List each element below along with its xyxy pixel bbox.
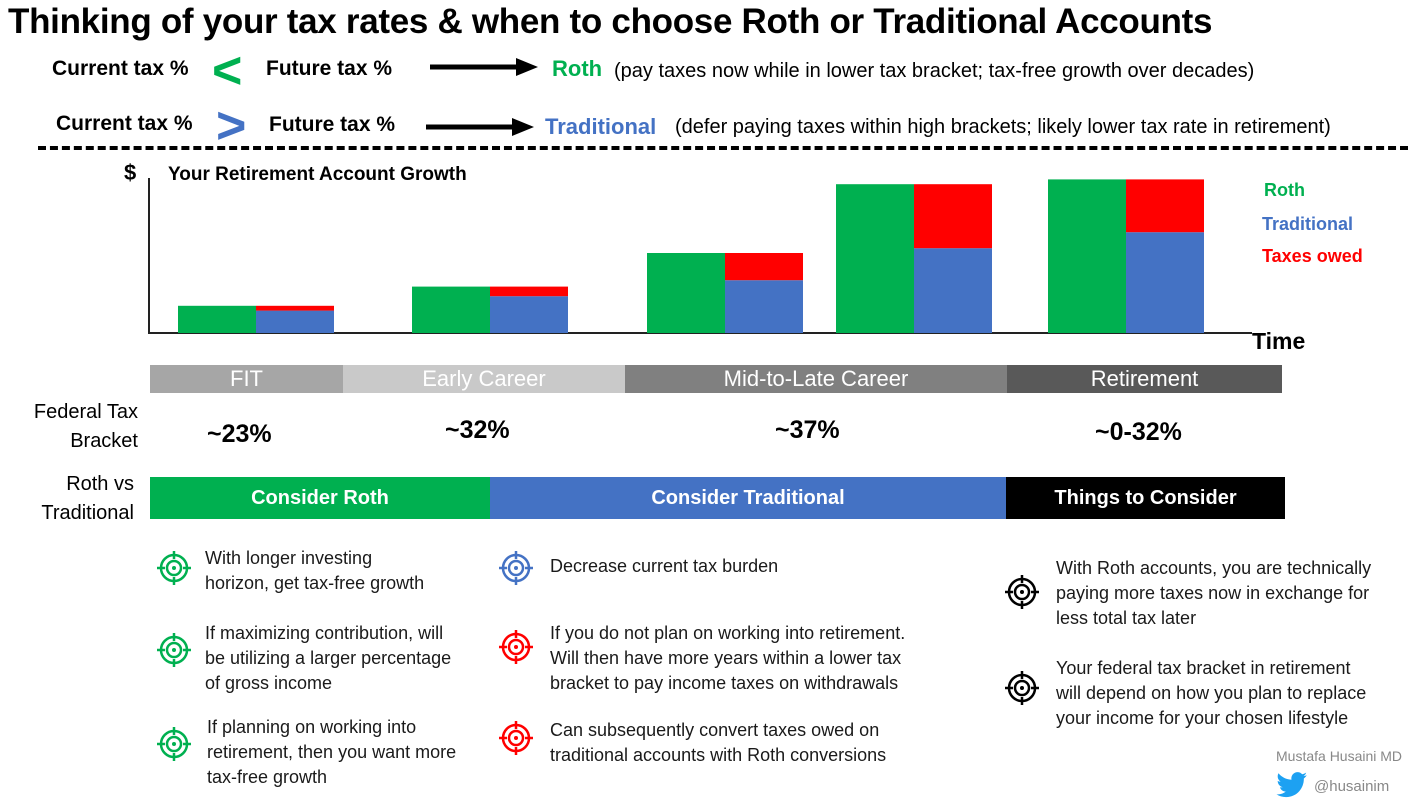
list-item: If planning on working into retirement, … bbox=[156, 715, 456, 790]
taxes-owed-bar bbox=[725, 253, 803, 281]
rule-roth-account: Roth bbox=[552, 56, 603, 81]
tip-text: If planning on working into retirement, … bbox=[207, 717, 457, 787]
list-item: If maximizing contribution, will be util… bbox=[156, 621, 451, 696]
traditional-bar bbox=[490, 296, 568, 333]
rule-traditional-future: Future tax % bbox=[269, 113, 396, 136]
tip-text: Your federal tax bracket in retirement w… bbox=[1056, 658, 1367, 728]
target-icon bbox=[157, 551, 191, 585]
consider-roth-bar: Consider Roth bbox=[150, 477, 490, 519]
list-item: If you do not plan on working into retir… bbox=[498, 621, 905, 696]
rule-traditional-current: Current tax % bbox=[56, 112, 193, 135]
page-title: Thinking of your tax rates & when to cho… bbox=[8, 2, 1213, 41]
target-icon bbox=[499, 630, 533, 664]
target-icon bbox=[157, 633, 191, 667]
target-icon bbox=[499, 551, 533, 585]
target-icon bbox=[1005, 671, 1039, 705]
traditional-bar bbox=[914, 248, 992, 333]
less-than-symbol: < bbox=[212, 42, 243, 100]
rule-roth-future: Future tax % bbox=[266, 57, 393, 80]
tip-text: Can subsequently convert taxes owed on t… bbox=[550, 720, 887, 765]
list-item: Decrease current tax burden bbox=[498, 551, 779, 586]
tip-text: Decrease current tax burden bbox=[550, 556, 779, 576]
target-icon bbox=[499, 721, 533, 755]
tip-text: With longer investing horizon, get tax-f… bbox=[205, 548, 425, 593]
legend-traditional: Traditional bbox=[1262, 214, 1354, 234]
twitter-handle[interactable]: @husainim bbox=[1314, 778, 1390, 795]
traditional-bar bbox=[256, 310, 334, 333]
federal-tax-bracket-label: Federal Tax Bracket bbox=[33, 401, 138, 452]
roth-bar bbox=[647, 253, 725, 333]
tip-text: If you do not plan on working into retir… bbox=[550, 623, 906, 693]
twitter-bird-icon[interactable] bbox=[1276, 772, 1308, 798]
chart-title: Your Retirement Account Growth bbox=[168, 164, 467, 185]
tip-text: With Roth accounts, you are technically … bbox=[1056, 558, 1372, 628]
rule-roth-current: Current tax % bbox=[52, 57, 189, 80]
legend-roth: Roth bbox=[1264, 180, 1305, 200]
target-icon bbox=[157, 727, 191, 761]
dashed-divider bbox=[38, 146, 1408, 150]
rule-roth-description: (pay taxes now while in lower tax bracke… bbox=[614, 60, 1255, 82]
roth-bar bbox=[178, 305, 256, 333]
taxes-owed-bar bbox=[914, 184, 992, 249]
roth-bar bbox=[412, 286, 490, 333]
taxes-owed-bar bbox=[256, 305, 334, 311]
phase-fit: FIT bbox=[150, 365, 343, 393]
author-credit: Mustafa Husaini MD bbox=[1276, 748, 1403, 764]
traditional-bar bbox=[1126, 232, 1204, 333]
phase-retirement: Retirement bbox=[1007, 365, 1282, 393]
list-item: Your federal tax bracket in retirement w… bbox=[1004, 656, 1366, 731]
consider-traditional-bar: Consider Traditional bbox=[490, 477, 1006, 519]
list-item: With Roth accounts, you are technically … bbox=[1004, 556, 1371, 631]
greater-than-symbol: > bbox=[216, 97, 247, 155]
bracket-mid-late-career: ~37% bbox=[775, 416, 840, 444]
things-to-consider-bar: Things to Consider bbox=[1006, 477, 1285, 519]
arrow-right-icon bbox=[430, 58, 538, 76]
roth-bar bbox=[836, 184, 914, 333]
legend-taxes-owed: Taxes owed bbox=[1262, 246, 1363, 266]
phase-mid-late-career: Mid-to-Late Career bbox=[625, 365, 1007, 393]
roth-bar bbox=[1048, 179, 1126, 333]
chart-x-label: Time bbox=[1252, 328, 1306, 354]
traditional-bar bbox=[725, 280, 803, 333]
bracket-fit: ~23% bbox=[207, 420, 272, 448]
phase-early-career: Early Career bbox=[343, 365, 625, 393]
rule-traditional-description: (defer paying taxes within high brackets… bbox=[675, 116, 1331, 138]
list-item: With longer investing horizon, get tax-f… bbox=[156, 546, 424, 596]
rule-traditional-account: Traditional bbox=[545, 114, 657, 139]
roth-vs-traditional-label: Roth vs Traditional bbox=[41, 473, 134, 524]
taxes-owed-bar bbox=[490, 286, 568, 297]
arrow-right-icon bbox=[426, 118, 534, 136]
taxes-owed-bar bbox=[1126, 179, 1204, 233]
bracket-early-career: ~32% bbox=[445, 416, 510, 444]
chart-y-label: $ bbox=[124, 160, 137, 185]
list-item: Can subsequently convert taxes owed on t… bbox=[498, 718, 886, 768]
bracket-retirement: ~0-32% bbox=[1095, 418, 1182, 446]
chart-y-axis bbox=[148, 178, 150, 334]
target-icon bbox=[1005, 575, 1039, 609]
tip-text: If maximizing contribution, will be util… bbox=[205, 623, 452, 693]
retirement-growth-chart bbox=[178, 179, 1204, 333]
